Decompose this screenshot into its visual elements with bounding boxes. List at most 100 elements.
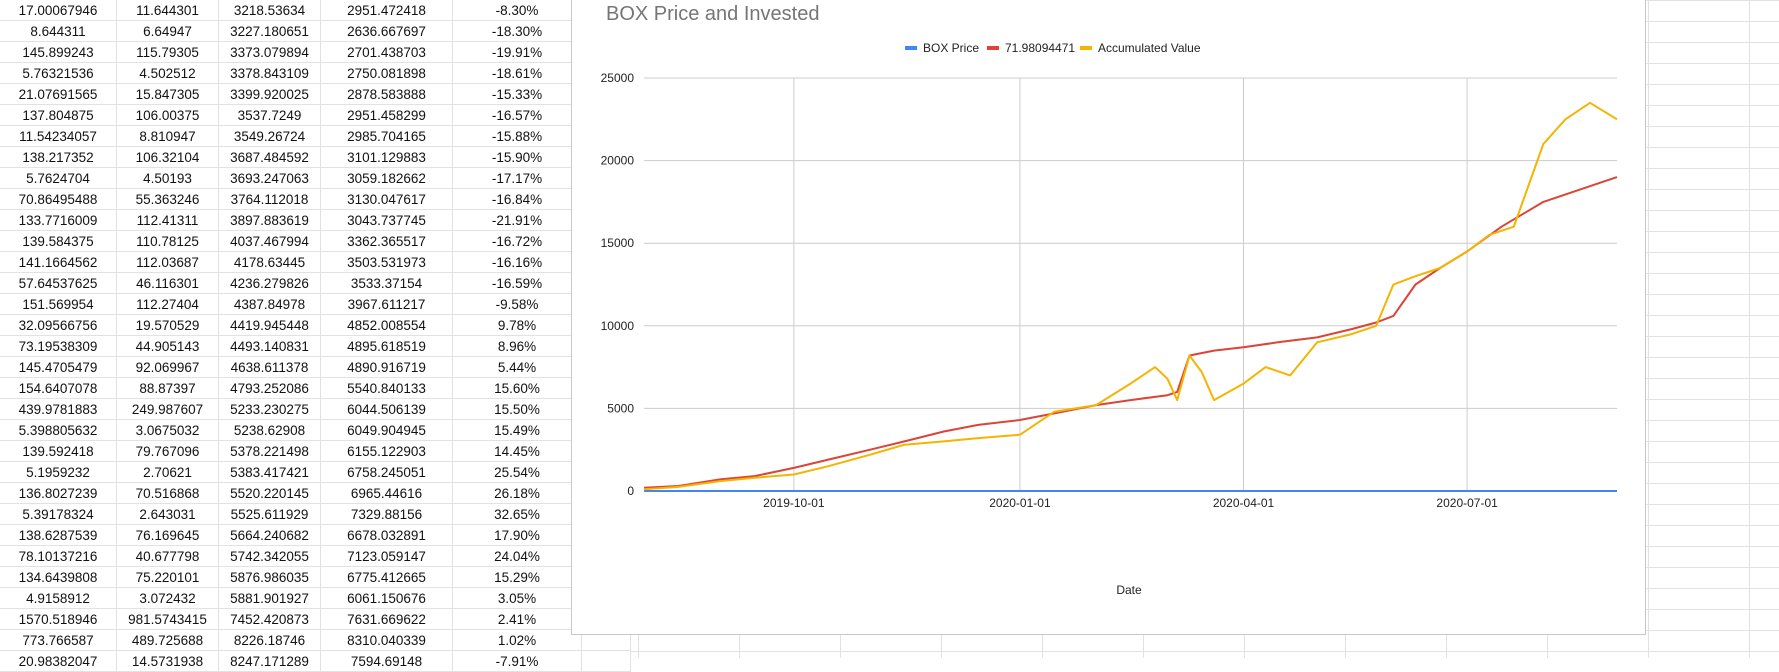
table-cell[interactable]: 8310.040339 [320, 629, 453, 651]
table-cell[interactable]: 11.644301 [116, 0, 219, 21]
table-cell[interactable]: 115.79305 [116, 41, 219, 63]
table-cell[interactable]: -19.91% [452, 41, 582, 63]
table-cell[interactable]: 3533.37154 [320, 272, 453, 294]
table-cell[interactable]: 2.41% [452, 608, 582, 630]
table-cell[interactable]: 141.1664562 [0, 251, 117, 273]
table-cell[interactable]: 145.4705479 [0, 356, 117, 378]
table-cell[interactable]: 3043.737745 [320, 209, 453, 231]
table-cell[interactable]: -7.91% [452, 650, 582, 672]
table-cell[interactable]: 4037.467994 [218, 230, 321, 252]
table-cell[interactable]: 76.169645 [116, 524, 219, 546]
table-cell[interactable]: 3693.247063 [218, 167, 321, 189]
table-cell[interactable]: 4236.279826 [218, 272, 321, 294]
table-cell[interactable]: 3059.182662 [320, 167, 453, 189]
table-cell[interactable]: 15.60% [452, 377, 582, 399]
table-cell[interactable]: 11.54234057 [0, 125, 117, 147]
table-cell[interactable]: 5881.901927 [218, 587, 321, 609]
table-cell[interactable]: 151.569954 [0, 293, 117, 315]
table-cell[interactable]: 3897.883619 [218, 209, 321, 231]
table-cell[interactable]: 32.65% [452, 503, 582, 525]
table-cell[interactable]: 7329.88156 [320, 503, 453, 525]
table-cell[interactable]: 24.04% [452, 545, 582, 567]
table-cell[interactable]: 6061.150676 [320, 587, 453, 609]
table-cell[interactable]: 3373.079894 [218, 41, 321, 63]
table-cell[interactable]: 17.90% [452, 524, 582, 546]
table-cell[interactable]: -8.30% [452, 0, 582, 21]
table-cell[interactable]: 79.767096 [116, 440, 219, 462]
table-cell[interactable]: 439.9781883 [0, 398, 117, 420]
table-cell[interactable]: 73.19538309 [0, 335, 117, 357]
table-cell[interactable]: 25.54% [452, 461, 582, 483]
table-cell[interactable]: 8226.18746 [218, 629, 321, 651]
table-cell[interactable]: 134.6439808 [0, 566, 117, 588]
table-cell[interactable]: 19.570529 [116, 314, 219, 336]
table-cell[interactable]: 3101.129883 [320, 146, 453, 168]
table-cell[interactable]: 5238.62908 [218, 419, 321, 441]
table-cell[interactable]: -21.91% [452, 209, 582, 231]
table-cell[interactable]: 75.220101 [116, 566, 219, 588]
table-cell[interactable]: 6758.245051 [320, 461, 453, 483]
table-cell[interactable]: -17.17% [452, 167, 582, 189]
table-cell[interactable]: 3218.53634 [218, 0, 321, 21]
table-cell[interactable]: 133.7716009 [0, 209, 117, 231]
table-cell[interactable]: 9.78% [452, 314, 582, 336]
table-cell[interactable]: 5742.342055 [218, 545, 321, 567]
table-cell[interactable]: -15.88% [452, 125, 582, 147]
table-cell[interactable]: 8.96% [452, 335, 582, 357]
table-cell[interactable]: 3967.611217 [320, 293, 453, 315]
table-cell[interactable]: 1.02% [452, 629, 582, 651]
table-cell[interactable]: 2701.438703 [320, 41, 453, 63]
table-cell[interactable]: 92.069967 [116, 356, 219, 378]
table-cell[interactable]: 138.6287539 [0, 524, 117, 546]
table-cell[interactable]: 139.592418 [0, 440, 117, 462]
table-cell[interactable]: 88.87397 [116, 377, 219, 399]
table-cell[interactable]: 5876.986035 [218, 566, 321, 588]
table-cell[interactable]: 2636.667697 [320, 20, 453, 42]
table-cell[interactable]: 5233.230275 [218, 398, 321, 420]
table-cell[interactable]: -18.61% [452, 62, 582, 84]
table-cell[interactable]: 112.03687 [116, 251, 219, 273]
table-cell[interactable]: -15.33% [452, 83, 582, 105]
table-cell[interactable]: -15.90% [452, 146, 582, 168]
table-cell[interactable]: 46.116301 [116, 272, 219, 294]
table-cell[interactable]: 3764.112018 [218, 188, 321, 210]
table-cell[interactable]: 112.41311 [116, 209, 219, 231]
table-cell[interactable]: 4.50193 [116, 167, 219, 189]
table-cell[interactable]: 249.987607 [116, 398, 219, 420]
table-cell[interactable]: -16.16% [452, 251, 582, 273]
table-cell[interactable]: 137.804875 [0, 104, 117, 126]
table-cell[interactable]: 70.86495488 [0, 188, 117, 210]
table-cell[interactable]: -16.59% [452, 272, 582, 294]
table-cell[interactable]: 15.29% [452, 566, 582, 588]
table-cell[interactable]: 3.072432 [116, 587, 219, 609]
table-cell[interactable]: 2951.472418 [320, 0, 453, 21]
table-cell[interactable]: 3687.484592 [218, 146, 321, 168]
table-cell[interactable]: 8.810947 [116, 125, 219, 147]
table-cell[interactable]: 2985.704165 [320, 125, 453, 147]
table-cell[interactable]: 110.78125 [116, 230, 219, 252]
table-cell[interactable]: 4890.916719 [320, 356, 453, 378]
table-cell[interactable]: 4.9158912 [0, 587, 117, 609]
table-cell[interactable]: 5.44% [452, 356, 582, 378]
table-cell[interactable]: 3130.047617 [320, 188, 453, 210]
table-cell[interactable]: 15.847305 [116, 83, 219, 105]
table-cell[interactable]: 6044.506139 [320, 398, 453, 420]
table-cell[interactable]: 7631.669622 [320, 608, 453, 630]
table-cell[interactable]: 112.27404 [116, 293, 219, 315]
table-cell[interactable]: 2.70621 [116, 461, 219, 483]
table-cell[interactable]: 5664.240682 [218, 524, 321, 546]
table-cell[interactable]: 3549.26724 [218, 125, 321, 147]
table-cell[interactable]: 2951.458299 [320, 104, 453, 126]
table-cell[interactable]: 106.32104 [116, 146, 219, 168]
table-cell[interactable]: 4852.008554 [320, 314, 453, 336]
table-cell[interactable]: 26.18% [452, 482, 582, 504]
table-cell[interactable]: 3399.920025 [218, 83, 321, 105]
table-cell[interactable]: 3362.365517 [320, 230, 453, 252]
table-cell[interactable]: 7452.420873 [218, 608, 321, 630]
table-cell[interactable]: 3227.180651 [218, 20, 321, 42]
table-cell-empty[interactable] [581, 650, 631, 672]
table-cell[interactable]: 138.217352 [0, 146, 117, 168]
table-cell[interactable]: 57.64537625 [0, 272, 117, 294]
table-cell[interactable]: 55.363246 [116, 188, 219, 210]
table-cell[interactable]: 4638.611378 [218, 356, 321, 378]
